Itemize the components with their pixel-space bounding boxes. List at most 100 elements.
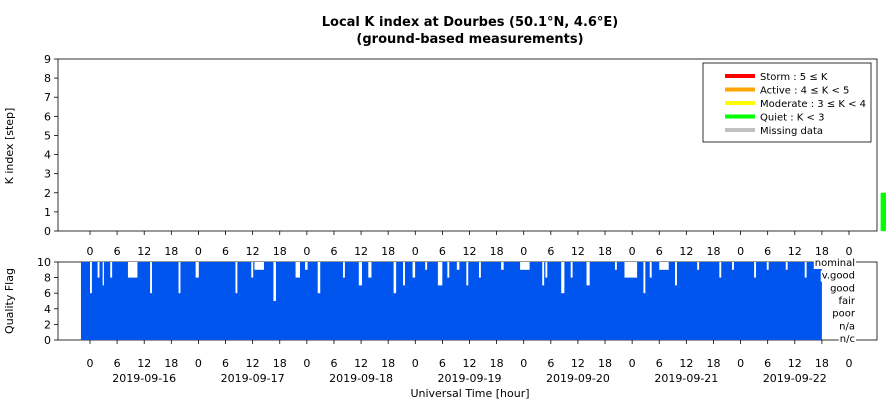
legend: Storm : 5 ≤ K Active : 4 ≤ K < 5 Moderate …: [702, 62, 872, 143]
quality-flag-dip: [624, 262, 638, 278]
quality-flag-ytick-label: 2: [44, 318, 51, 331]
k-index-xtick-label: 12: [463, 245, 477, 258]
quality-flag-xtick-label: 12: [246, 357, 260, 370]
quality-flag-dip: [403, 262, 405, 286]
quality-flag-xtick-label: 18: [273, 357, 287, 370]
quality-flag-dip: [697, 262, 700, 270]
quality-flag-dip: [542, 262, 545, 286]
quality-flag-dip: [254, 262, 264, 270]
quality-flag-dip: [501, 262, 504, 270]
quality-flag-dip: [754, 262, 757, 278]
quality-category-label: nominal: [815, 258, 855, 269]
x-axis-label: Universal Time [hour]: [410, 387, 529, 400]
k-index-xtick-label: 12: [571, 245, 585, 258]
quality-flag-xtick-label: 12: [788, 357, 802, 370]
quality-flag-xtick-label: 12: [354, 357, 368, 370]
quality-flag-dip: [368, 262, 372, 278]
quality-flag-dip: [478, 262, 481, 278]
quality-flag-xtick-label: 6: [764, 357, 771, 370]
k-index-xtick-label: 18: [706, 245, 720, 258]
k-index-xtick-label: 18: [164, 245, 178, 258]
quality-flag-dip: [150, 262, 152, 294]
quality-flag-dip: [393, 262, 397, 294]
k-index-ytick-label: 7: [44, 91, 51, 104]
k-index-ytick-label: 4: [44, 149, 51, 162]
quality-flag-xtick-label: 6: [330, 357, 337, 370]
date-label: 2019-09-17: [221, 372, 285, 385]
quality-flag-xtick-label: 18: [381, 357, 395, 370]
k-index-ytick-label: 6: [44, 110, 51, 123]
k-index-xtick-label: 6: [764, 245, 771, 258]
quality-flag-dip: [447, 262, 450, 278]
quality-flag-xtick-label: 0: [737, 357, 744, 370]
k-index-xtick-label: 6: [656, 245, 663, 258]
quality-flag-dip: [273, 262, 276, 301]
k-index-xtick-label: 0: [629, 245, 636, 258]
k-index-ytick-label: 0: [44, 225, 51, 238]
k-index-xtick-label: 12: [788, 245, 802, 258]
quality-flag-dip: [437, 262, 443, 286]
date-label: 2019-09-20: [546, 372, 610, 385]
quality-flag-dip: [90, 262, 92, 294]
quality-flag-dip: [766, 262, 769, 270]
quality-flag-dip: [614, 262, 617, 270]
k-index-ylabel: K index [step]: [3, 108, 16, 185]
quality-flag-dip: [305, 262, 308, 270]
legend-entry: Quiet : K < 3: [760, 113, 824, 124]
quality-flag-dip: [586, 262, 590, 286]
quality-flag-xtick-label: 12: [137, 357, 151, 370]
k-index-bar: [880, 192, 886, 231]
date-label: 2019-09-19: [438, 372, 502, 385]
quality-flag-xtick-label: 0: [303, 357, 310, 370]
quality-category-label: n/c: [840, 334, 855, 345]
quality-flag-dip: [317, 262, 321, 294]
date-label: 2019-09-18: [329, 372, 393, 385]
k-index-xtick-label: 18: [490, 245, 504, 258]
quality-flag-xtick-label: 18: [706, 357, 720, 370]
k-index-xtick-label: 18: [381, 245, 395, 258]
k-index-xtick-label: 0: [87, 245, 94, 258]
k-index-xtick-label: 12: [137, 245, 151, 258]
quality-flag-dip: [659, 262, 669, 270]
date-label: 2019-09-22: [763, 372, 827, 385]
quality-flag-plot: [57, 261, 878, 341]
quality-flag-xtick-label: 6: [656, 357, 663, 370]
quality-flag-dip: [804, 262, 807, 278]
quality-flag-xtick-label: 0: [412, 357, 419, 370]
k-index-xtick-label: 6: [114, 245, 121, 258]
quality-flag-ytick-label: 0: [44, 334, 51, 347]
chart-subtitle: (ground-based measurements): [356, 32, 583, 47]
k-index-ytick-label: 3: [44, 168, 51, 181]
quality-flag-xtick-label: 12: [463, 357, 477, 370]
quality-flag-xtick-label: 18: [598, 357, 612, 370]
quality-flag-xtick-label: 0: [520, 357, 527, 370]
quality-flag-dip: [358, 262, 362, 286]
quality-flag-dip: [110, 262, 113, 278]
quality-flag-dip: [570, 262, 573, 278]
quality-flag-xtick-label: 6: [547, 357, 554, 370]
k-index-xtick-label: 18: [815, 245, 829, 258]
quality-flag-dip: [545, 262, 548, 278]
quality-flag-ytick-label: 4: [44, 303, 51, 316]
quality-category-label-bg: [829, 283, 856, 295]
quality-flag-dip: [127, 262, 138, 278]
k-index-xtick-label: 12: [354, 245, 368, 258]
quality-flag-dip: [195, 262, 199, 278]
quality-flag-dip: [731, 262, 734, 270]
k-index-ytick-label: 5: [44, 129, 51, 142]
k-index-xtick-label: 0: [195, 245, 202, 258]
quality-flag-dip: [425, 262, 428, 270]
quality-flag-dip: [675, 262, 677, 286]
date-label: 2019-09-16: [112, 372, 176, 385]
quality-flag-dip: [520, 262, 530, 270]
quality-flag-dip: [178, 262, 181, 294]
quality-category-label-bg: [820, 270, 856, 282]
quality-flag-dip: [102, 262, 104, 286]
date-label: 2019-09-21: [654, 372, 718, 385]
k-index-ytick-label: 1: [44, 206, 51, 219]
quality-flag-xtick-label: 0: [87, 357, 94, 370]
k-index-ytick-label: 8: [44, 72, 51, 85]
k-index-xtick-label: 0: [737, 245, 744, 258]
quality-flag-ytick-label: 6: [44, 287, 51, 300]
